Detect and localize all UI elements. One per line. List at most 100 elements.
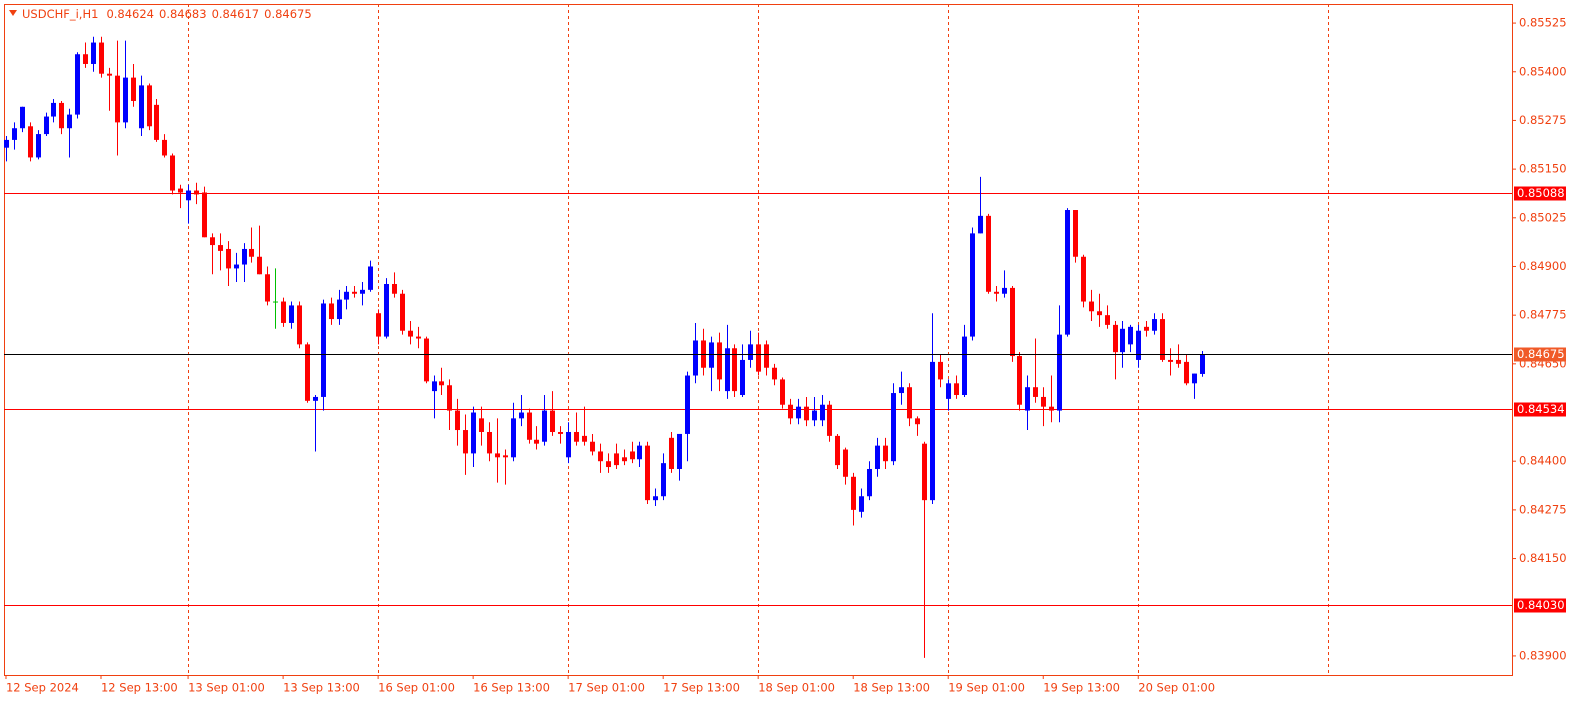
candle-body <box>51 102 56 117</box>
x-tick-label: 19 Sep 13:00 <box>1043 681 1120 695</box>
y-tick-label: 0.85025 <box>1519 210 1567 224</box>
level-label-bg <box>1514 186 1566 201</box>
candle-body <box>756 344 761 372</box>
price-label: 0.84675 <box>1517 347 1565 361</box>
candle-body <box>1120 328 1125 353</box>
candle-body <box>962 336 967 395</box>
y-tick-label: 0.84275 <box>1519 502 1567 516</box>
candle-body <box>352 291 357 294</box>
candle-body <box>748 344 753 360</box>
candle-body <box>804 406 809 421</box>
chart-header: USDCHF_i,H1 0.84624 0.84683 0.84617 0.84675 <box>22 7 312 21</box>
candle-body <box>835 435 840 466</box>
candle-body <box>400 293 405 331</box>
candle-body <box>915 418 920 425</box>
candle-body <box>637 445 642 460</box>
high-value: 0.84683 <box>159 7 207 21</box>
candle-body <box>1160 319 1165 360</box>
candle-body <box>416 336 421 339</box>
candle-body <box>186 190 191 201</box>
x-tick-label: 17 Sep 13:00 <box>663 681 740 695</box>
candle-body <box>463 430 468 454</box>
candle-body <box>337 299 342 320</box>
candle-body <box>970 233 975 337</box>
candle-body <box>265 274 270 302</box>
candle-body <box>234 264 239 269</box>
open-value: 0.84624 <box>106 7 154 21</box>
candle-body <box>946 383 951 399</box>
x-tick-label: 19 Sep 01:00 <box>948 681 1025 695</box>
candle-body <box>1049 406 1054 411</box>
level-label-bg <box>1514 402 1566 417</box>
candle-body <box>170 155 175 191</box>
candle-body <box>614 453 619 466</box>
candle-body <box>1041 396 1046 407</box>
candle-body <box>930 361 935 501</box>
candle-body <box>954 383 959 395</box>
x-tick-label: 18 Sep 01:00 <box>758 681 835 695</box>
x-tick-label: 13 Sep 13:00 <box>283 681 360 695</box>
candle-body <box>439 381 444 386</box>
candle-body <box>202 192 207 238</box>
candle-body <box>812 410 817 421</box>
candle-body <box>257 256 262 275</box>
candle-body <box>495 453 500 458</box>
candle-body <box>986 215 991 292</box>
candle-body <box>1002 287 1007 294</box>
candle-body <box>669 437 674 469</box>
candle-body <box>91 42 96 64</box>
candle-body <box>59 102 64 129</box>
candle-body <box>645 445 650 501</box>
candle-body <box>1136 330 1141 360</box>
candle-body <box>36 134 41 158</box>
candle-body <box>796 406 801 419</box>
candle-body <box>606 461 611 468</box>
candle-body <box>725 348 730 392</box>
candle-body <box>218 245 223 251</box>
candle-body <box>28 126 33 158</box>
candle-body <box>305 344 310 401</box>
candle-body <box>479 418 484 432</box>
candle-body <box>1200 354 1205 374</box>
candle-body <box>376 313 381 337</box>
candle-body <box>653 496 658 501</box>
candle-body <box>827 404 832 436</box>
candle-body <box>677 433 682 469</box>
y-tick-label: 0.83900 <box>1519 648 1567 662</box>
candle-body <box>1128 326 1133 345</box>
candle-body <box>1113 324 1118 353</box>
candle-body <box>717 342 722 380</box>
candle-body <box>843 449 848 477</box>
candle-body <box>123 77 128 123</box>
candle-body <box>139 85 144 129</box>
candle-body <box>115 75 120 123</box>
candle-body <box>859 496 864 512</box>
candle-body <box>1073 210 1078 257</box>
candle-body <box>891 393 896 462</box>
candle-body <box>1192 373 1197 384</box>
candle-body <box>424 338 429 382</box>
candle-body <box>764 344 769 368</box>
candle-body <box>297 305 302 345</box>
y-tick-label: 0.85400 <box>1519 64 1567 78</box>
candle-body <box>772 367 777 380</box>
candle-body <box>360 289 365 294</box>
y-tick-label: 0.84775 <box>1519 308 1567 322</box>
close-value: 0.84675 <box>264 7 312 21</box>
candle-body <box>883 445 888 462</box>
candle-body <box>392 284 397 294</box>
candle-body <box>661 463 666 497</box>
candle-body <box>709 342 714 368</box>
candle-body <box>107 73 112 76</box>
candle-body <box>978 215 983 234</box>
candle-body <box>226 248 231 269</box>
candle-body <box>162 139 167 156</box>
candle-body <box>851 476 856 510</box>
candle-body <box>685 375 690 434</box>
candle-body <box>1033 387 1038 397</box>
candle-body <box>1057 334 1062 411</box>
low-value: 0.84617 <box>212 7 260 21</box>
candle-body <box>907 387 912 419</box>
level-label: 0.84534 <box>1517 402 1565 416</box>
